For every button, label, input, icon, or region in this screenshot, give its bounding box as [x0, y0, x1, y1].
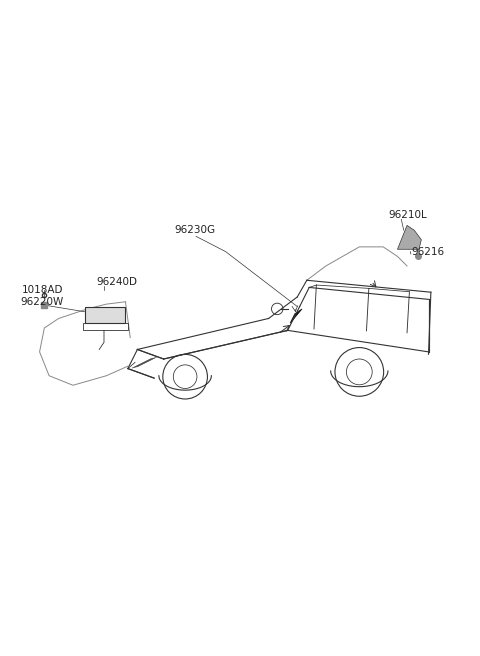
Polygon shape — [397, 226, 421, 249]
Text: 96230G: 96230G — [174, 224, 215, 235]
Text: 96216: 96216 — [412, 247, 445, 257]
Text: 96240D: 96240D — [97, 277, 138, 287]
Text: 96220W: 96220W — [21, 297, 64, 307]
PathPatch shape — [290, 309, 302, 323]
Text: 1018AD: 1018AD — [22, 285, 63, 295]
Bar — [85, 306, 125, 323]
Text: 96210L: 96210L — [388, 210, 427, 220]
